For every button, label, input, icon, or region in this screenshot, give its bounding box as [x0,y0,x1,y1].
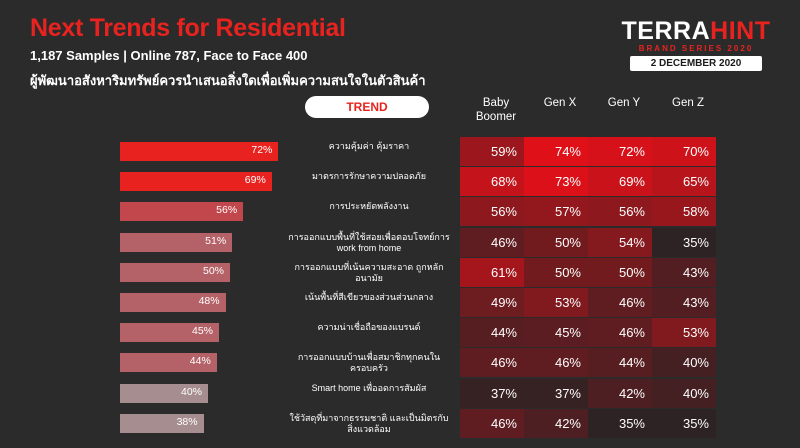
heatmap-cell: 53% [652,318,716,348]
heatmap-cell: 42% [524,408,588,438]
heatmap-cell: 45% [524,318,588,348]
overall-bar-label: 40% [180,385,202,398]
heatmap-cell: 50% [524,227,588,257]
heatmap-cell: 35% [652,227,716,257]
heatmap-cell: 50% [588,257,652,287]
heatmap-cell: 74% [524,137,588,166]
overall-bar-label: 45% [191,325,213,338]
row-label: ความคุ้มค่า คุ้มราคา [328,141,410,151]
heatmap-cell: 49% [460,288,524,317]
column-header-baby-boomer: Baby Boomer [475,97,517,123]
brand-name: TERRAHINT [612,18,780,44]
overall-bar: 50% [120,262,230,282]
heatmap-cell: 46% [460,348,524,378]
heatmap-cell: 43% [652,257,716,287]
overall-bar-label: 69% [244,174,266,187]
heatmap-cell: 40% [652,348,716,378]
heatmap-cell: 56% [460,197,524,227]
heatmap-cell: 58% [652,197,716,227]
trend-header: TREND [305,96,429,118]
row-label: การออกแบบบ้านเพื่อสมาชิกทุกคนในครอบครัว [297,352,441,374]
brand-logo: TERRAHINT BRAND SERIES 2020 2 DECEMBER 2… [612,18,780,71]
heatmap-cell: 70% [652,137,716,166]
column-header-gen-x: Gen X [543,97,577,109]
heatmap-cell: 50% [524,257,588,287]
survey-question: ผู้พัฒนาอสังหาริมทรัพย์ควรนำเสนอสิ่งใดเพ… [30,73,426,88]
heatmap-cell: 69% [588,167,652,197]
overall-bar-label: 38% [176,415,198,428]
heatmap-cell: 43% [652,288,716,317]
heatmap-cell: 46% [524,348,588,378]
overall-bar-label: 51% [205,234,227,247]
page-title: Next Trends for Residential [30,14,346,42]
heatmap-cell: 46% [588,288,652,317]
overall-bar-label: 50% [202,264,224,277]
overall-bar: 51% [120,232,233,252]
row-label: Smart home เพื่ออดการสัมผัส [311,382,427,393]
overall-bar: 45% [120,323,219,343]
heatmap-cell: 46% [460,227,524,257]
heatmap-cell: 44% [460,318,524,348]
overall-bar-label: 44% [189,355,211,368]
heatmap-cell: 72% [588,137,652,166]
overall-bar: 40% [120,383,208,403]
row-label: การประหยัดพลังงาน [329,201,409,212]
heatmap-cell: 40% [652,378,716,408]
brand-name-part2: HINT [710,17,771,45]
heatmap-cell: 35% [652,408,716,438]
overall-bar: 44% [120,353,217,373]
heatmap-cell: 35% [588,408,652,438]
heatmap-cell: 37% [460,378,524,408]
overall-bar: 48% [120,293,226,312]
heatmap-cell: 68% [460,167,524,197]
overall-bar-label: 48% [198,295,220,307]
heatmap-cell: 53% [524,288,588,317]
row-label: เน้นพื้นที่สีเขียวของส่วนส่วนกลาง [304,292,434,302]
heatmap-cell: 54% [588,227,652,257]
row-label: ใช้วัสดุที่มาจากธรรมชาติ และเป็นมิตรกับส… [289,412,449,434]
brand-name-part1: TERRA [621,17,711,45]
overall-bar: 69% [120,172,272,192]
overall-bar: 56% [120,202,244,222]
heatmap-cell: 73% [524,167,588,197]
column-header-gen-z: Gen Z [672,97,704,109]
heatmap-cell: 57% [524,197,588,227]
sample-subtitle: 1,187 Samples | Online 787, Face to Face… [30,48,308,63]
overall-bar-label: 56% [216,204,238,217]
heatmap-cell: 56% [588,197,652,227]
heatmap-cell: 42% [588,378,652,408]
heatmap-cell: 61% [460,257,524,287]
brand-series: BRAND SERIES 2020 [638,44,754,53]
heatmap-cell: 44% [588,348,652,378]
overall-bar-label: 72% [251,144,273,156]
heatmap-cell: 37% [524,378,588,408]
row-label: ความน่าเชื่อถือของแบรนด์ [317,322,421,333]
row-label: มาตรการรักษาความปลอดภัย [311,171,427,182]
heatmap-cell: 65% [652,167,716,197]
heatmap-cell: 46% [460,408,524,438]
overall-bar: 72% [120,142,279,161]
column-header-gen-y: Gen Y [607,97,641,109]
row-label: การออกแบบพื้นที่ใช้สอยเพื่อตอบโจทย์การ w… [288,231,450,253]
overall-bar: 38% [120,413,204,433]
heatmap-cell: 59% [460,137,524,166]
row-label: การออกแบบที่เน้นความสะอาด ถูกหลักอนามัย [294,261,444,283]
report-date: 2 DECEMBER 2020 [630,56,762,71]
heatmap-cell: 46% [588,318,652,348]
